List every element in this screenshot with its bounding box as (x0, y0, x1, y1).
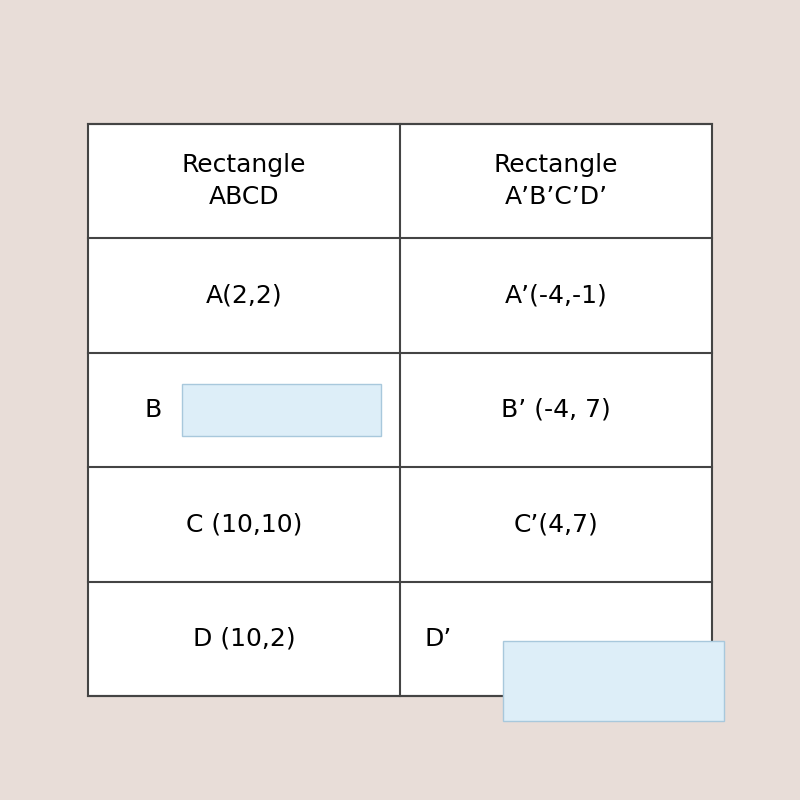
Bar (503, 641, 725, 721)
Text: B’ (-4, 7): B’ (-4, 7) (501, 398, 611, 422)
Text: A(2,2): A(2,2) (206, 284, 282, 308)
Text: Rectangle
ABCD: Rectangle ABCD (182, 154, 306, 209)
Text: D (10,2): D (10,2) (193, 627, 295, 651)
Text: C (10,10): C (10,10) (186, 513, 302, 537)
Text: A’(-4,-1): A’(-4,-1) (505, 284, 607, 308)
Bar (88, 124, 712, 696)
Text: C’(4,7): C’(4,7) (514, 513, 598, 537)
Text: B: B (144, 398, 162, 422)
Bar (182, 384, 382, 436)
Text: D’: D’ (425, 627, 452, 651)
Text: Rectangle
A’B’C’D’: Rectangle A’B’C’D’ (494, 154, 618, 209)
